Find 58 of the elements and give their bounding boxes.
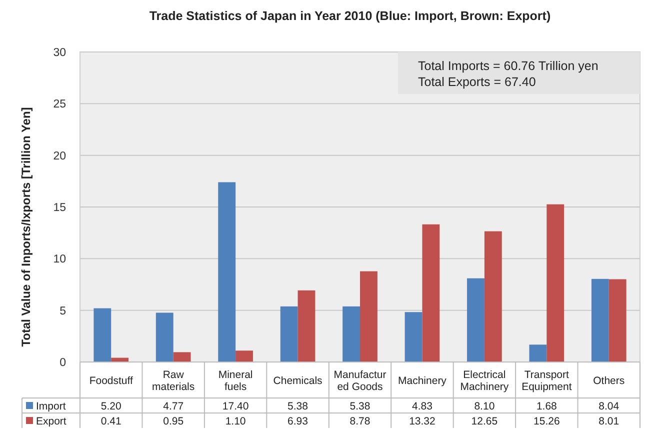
bar <box>173 352 191 362</box>
bar <box>422 224 440 362</box>
x-tick-label: Foodstuff <box>89 375 133 387</box>
data-label: 0.41 <box>100 416 122 428</box>
y-tick-label: 0 <box>60 357 66 369</box>
data-label: 8.78 <box>350 416 370 428</box>
bar <box>546 204 564 362</box>
annotation: Total Imports = 60.76 Trillion yen <box>418 59 598 73</box>
data-label: 5.38 <box>288 400 308 412</box>
y-tick-label: 25 <box>53 98 66 111</box>
data-label: 8.01 <box>598 416 620 428</box>
bar <box>591 278 609 362</box>
legend-label: Import <box>36 400 66 412</box>
legend-label: Export <box>36 416 66 428</box>
x-tick-label: Chemicals <box>273 375 322 387</box>
bar <box>280 306 298 362</box>
bar <box>156 312 174 362</box>
chart-title: Trade Statistics of Japan in Year 2010 (Blue: Import, Brown: Export) <box>149 9 551 23</box>
bar <box>94 308 112 362</box>
data-label: 8.04 <box>598 400 620 412</box>
bar <box>236 350 253 362</box>
data-label: 12.65 <box>471 416 498 428</box>
data-label: 15.26 <box>534 416 560 428</box>
bar <box>484 231 502 362</box>
y-tick-label: 30 <box>53 47 66 59</box>
data-label: 13.32 <box>409 416 436 428</box>
text-box: Total Imports = 60.76 Trillion yen Total Exports = 67.40 <box>398 52 640 94</box>
data-label: 4.83 <box>412 400 433 412</box>
data-label: 1.68 <box>536 400 558 412</box>
y-tick-label: 5 <box>60 305 66 318</box>
data-label: 5.38 <box>350 400 370 412</box>
data-label: 8.10 <box>474 400 495 412</box>
x-tick-label: Transport Equipment <box>522 369 572 393</box>
bar <box>467 278 484 362</box>
data-label: 6.93 <box>288 416 308 428</box>
bar <box>608 279 626 362</box>
data-label: 17.40 <box>222 400 249 412</box>
x-tick-label: Raw materials <box>152 369 195 393</box>
y-tick-label: 20 <box>53 150 66 162</box>
x-tick-label: Electrical Machinery <box>460 369 510 393</box>
y-tick-label: 15 <box>53 202 66 214</box>
bar <box>360 271 378 362</box>
bar <box>529 344 547 362</box>
data-label: 4.77 <box>163 400 184 412</box>
data-label: 0.95 <box>163 416 184 428</box>
bar <box>218 182 236 362</box>
x-tick-label: Others <box>593 375 625 387</box>
y-tick-label: 10 <box>53 254 66 266</box>
data-label: 5.20 <box>100 400 122 412</box>
y-axis-title: Total Value of Inports/Ixports [Trillion Yen] <box>19 107 33 347</box>
x-tick-label: Machinery <box>398 375 448 387</box>
bar <box>404 312 422 362</box>
data-label: 1.10 <box>225 416 246 428</box>
bar <box>298 290 316 362</box>
x-tick-label: Mineral fuels <box>218 369 253 393</box>
bar <box>342 306 360 362</box>
x-tick-label: Manufactured Goods <box>334 369 387 393</box>
annotation: Total Exports = 67.40 <box>418 75 536 89</box>
